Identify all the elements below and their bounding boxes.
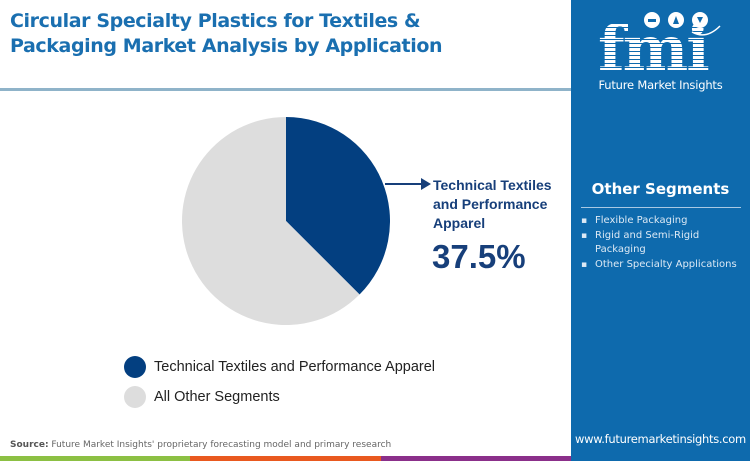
legend-swatch-highlight (124, 356, 146, 378)
legend-item-highlight: Technical Textiles and Performance Appar… (124, 352, 435, 382)
pie-slice (286, 117, 390, 295)
bar-green (0, 456, 191, 461)
fmi-logo-icon: fmi (598, 12, 721, 74)
source-text: Future Market Insights' proprietary fore… (48, 440, 392, 450)
bottom-color-bar (0, 456, 571, 461)
legend-swatch-other (124, 386, 146, 408)
chart-legend: Technical Textiles and Performance Appar… (124, 352, 435, 412)
bar-orange (190, 456, 381, 461)
legend-item-other: All Other Segments (124, 382, 435, 412)
pie-slice (182, 117, 360, 325)
side-panel: fmi Future Market Insights Other Segment… (571, 0, 750, 461)
segment-item: Flexible Packaging (581, 214, 746, 229)
title-line-2: Packaging Market Analysis by Application (10, 35, 443, 57)
source-note: Source: Future Market Insights' propriet… (10, 440, 391, 450)
title-line-1: Circular Specialty Plastics for Textiles… (10, 10, 421, 32)
legend-label: Technical Textiles and Performance Appar… (154, 359, 436, 375)
segment-item: Rigid and Semi-Rigid Packaging (581, 229, 746, 258)
website-url[interactable]: www.futuremarketinsights.com (575, 432, 746, 446)
title-divider (0, 88, 571, 91)
pie-chart (182, 117, 390, 325)
logo-text: Future Market Insights (598, 78, 723, 92)
other-segments-list: Flexible Packaging Rigid and Semi-Rigid … (581, 214, 746, 272)
segments-divider (581, 207, 741, 208)
chart-title: Circular Specialty Plastics for Textiles… (10, 9, 570, 59)
arrow-right-icon (385, 178, 431, 190)
other-segments-title: Other Segments (591, 180, 730, 198)
source-label: Source: (10, 440, 49, 450)
bar-purple (380, 456, 571, 461)
segment-item: Other Specialty Applications (581, 258, 746, 273)
callout-value: 37.5% (432, 238, 526, 275)
legend-label: All Other Segments (154, 389, 280, 405)
callout-label: Technical Textiles and Performance Appar… (433, 177, 552, 231)
